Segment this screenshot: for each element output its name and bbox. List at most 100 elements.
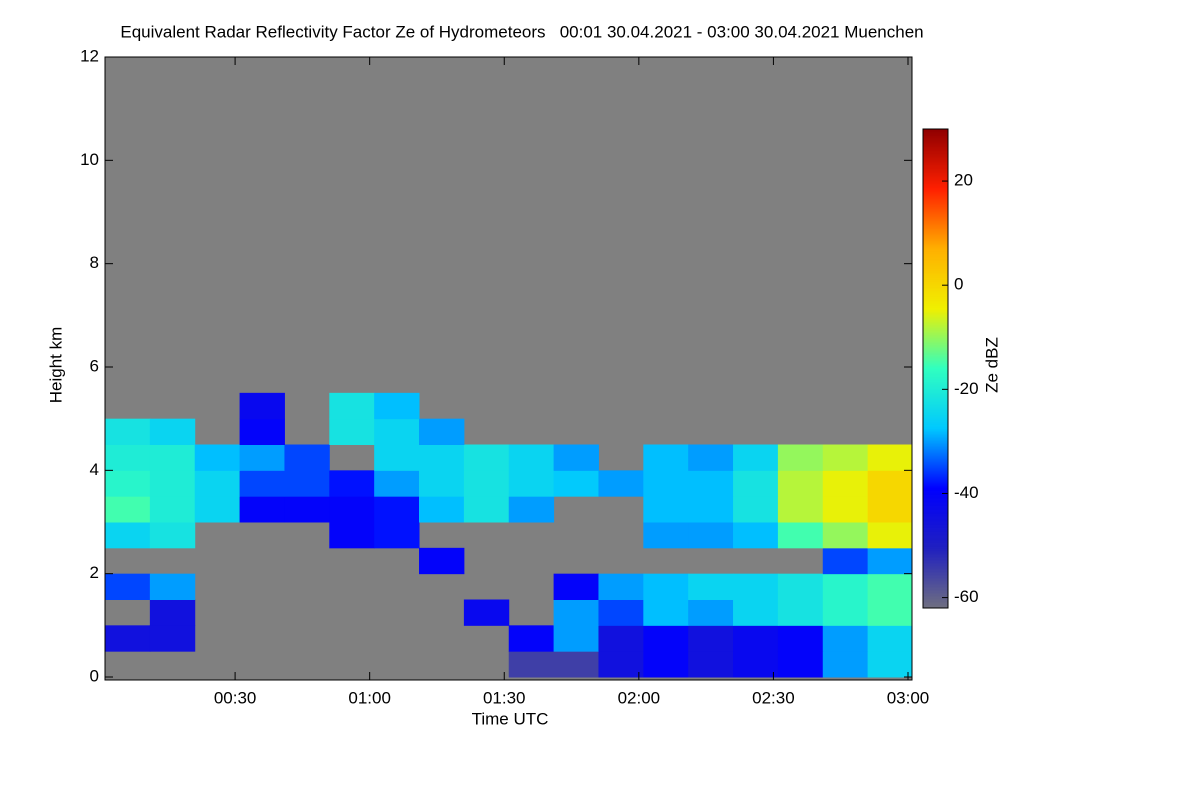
colorbar-strip: [923, 147, 948, 149]
heatmap-cell: [419, 547, 465, 575]
colorbar-strip: [923, 440, 948, 442]
colorbar-strip: [923, 312, 948, 314]
y-tick-label: 0: [90, 666, 99, 685]
colorbar-strip: [923, 423, 948, 425]
colorbar-strip: [923, 297, 948, 299]
colorbar-strip: [923, 480, 948, 482]
colorbar-strip: [923, 365, 948, 367]
colorbar-strip: [923, 598, 948, 600]
colorbar-strip: [923, 337, 948, 339]
colorbar-strip: [923, 291, 948, 293]
heatmap-cell: [777, 625, 824, 652]
colorbar-strip: [923, 266, 948, 268]
colorbar-strip: [923, 274, 948, 276]
colorbar-strip: [923, 451, 948, 453]
chart-title: Equivalent Radar Reflectivity Factor Ze …: [120, 22, 923, 41]
colorbar-strip: [923, 432, 948, 434]
colorbar-strip: [923, 597, 948, 599]
colorbar-strip: [923, 437, 948, 439]
colorbar-strip: [923, 342, 948, 344]
colorbar-strip: [923, 333, 948, 335]
colorbar-strip: [923, 557, 948, 559]
colorbar-strip: [923, 256, 948, 258]
colorbar-strip: [923, 421, 948, 423]
heatmap-cell: [463, 470, 510, 497]
heatmap-cell: [822, 470, 869, 497]
colorbar-strip: [923, 582, 948, 584]
heatmap-cell: [643, 625, 689, 652]
colorbar-strip: [923, 398, 948, 400]
colorbar-strip: [923, 422, 948, 424]
colorbar-strip: [923, 160, 948, 162]
colorbar-strip: [923, 436, 948, 438]
colorbar-strip: [923, 525, 948, 527]
colorbar-strip: [923, 404, 948, 406]
colorbar-strip: [923, 520, 948, 522]
colorbar-strip: [923, 350, 948, 352]
colorbar-strip: [923, 523, 948, 525]
colorbar-strip: [923, 521, 948, 523]
colorbar-strip: [923, 241, 948, 243]
colorbar-strip: [923, 293, 948, 295]
colorbar-strip: [923, 375, 948, 377]
colorbar-strip: [923, 319, 948, 321]
colorbar-strip: [923, 261, 948, 263]
colorbar-strip: [923, 130, 948, 132]
y-tick-label: 12: [80, 46, 99, 65]
colorbar-strip: [923, 305, 948, 307]
colorbar-strip: [923, 599, 948, 601]
heatmap-cell: [553, 470, 599, 497]
heatmap-cell: [508, 625, 555, 652]
heatmap-cell: [598, 599, 644, 626]
colorbar-strip: [923, 284, 948, 286]
colorbar-strip: [923, 583, 948, 585]
colorbar-strip: [923, 202, 948, 204]
colorbar-strip: [923, 153, 948, 155]
colorbar-strip: [923, 427, 948, 429]
colorbar-strip: [923, 539, 948, 541]
colorbar-strip: [923, 458, 948, 460]
colorbar-strip: [923, 220, 948, 222]
colorbar-strip: [923, 444, 948, 446]
colorbar-strip: [923, 503, 948, 505]
colorbar-strip: [923, 356, 948, 358]
colorbar-strip: [923, 430, 948, 432]
colorbar-strip: [923, 488, 948, 490]
colorbar-strip: [923, 360, 948, 362]
colorbar-strip: [923, 228, 948, 230]
heatmap-cell: [239, 496, 285, 523]
colorbar-strip: [923, 455, 948, 457]
colorbar-strip: [923, 322, 948, 324]
colorbar-strip: [923, 593, 948, 595]
colorbar-strip: [923, 364, 948, 366]
colorbar-strip: [923, 179, 948, 181]
colorbar-strip: [923, 225, 948, 227]
colorbar-strip: [923, 244, 948, 246]
colorbar-strip: [923, 296, 948, 298]
heatmap-cell: [284, 496, 330, 523]
colorbar-strip: [923, 189, 948, 191]
colorbar-strip: [923, 321, 948, 323]
colorbar-strip: [923, 393, 948, 395]
heatmap-cell: [105, 418, 151, 445]
colorbar-strip: [923, 283, 948, 285]
heatmap-cell: [553, 625, 599, 652]
colorbar-strip: [923, 506, 948, 508]
heatmap-cell: [149, 470, 196, 497]
colorbar-strip: [923, 409, 948, 411]
colorbar-strip: [923, 216, 948, 218]
colorbar-strip: [923, 513, 948, 515]
colorbar-strip: [923, 347, 948, 349]
heatmap-cell: [733, 444, 779, 471]
colorbar-strip: [923, 149, 948, 151]
colorbar-strip: [923, 408, 948, 410]
colorbar-strip: [923, 504, 948, 506]
heatmap-cell: [463, 496, 510, 523]
colorbar-strip: [923, 469, 948, 471]
colorbar-strip: [923, 226, 948, 228]
colorbar-strip: [923, 193, 948, 195]
colorbar-strip: [923, 379, 948, 381]
heatmap-cell: [508, 496, 555, 523]
colorbar-strip: [923, 323, 948, 325]
colorbar-strip: [923, 366, 948, 368]
